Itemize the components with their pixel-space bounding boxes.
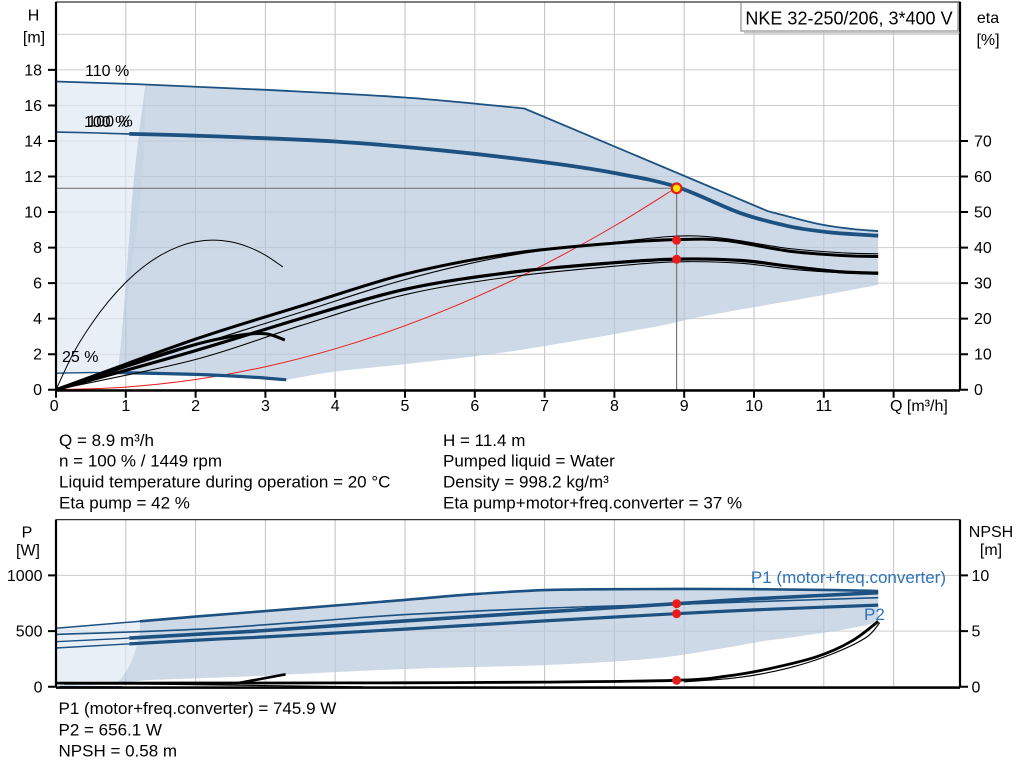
- svg-text:1000: 1000: [7, 568, 43, 585]
- svg-text:10: 10: [24, 205, 42, 222]
- svg-text:7: 7: [540, 398, 549, 415]
- svg-text:0: 0: [972, 679, 981, 696]
- svg-text:50: 50: [974, 205, 992, 222]
- svg-text:[W]: [W]: [16, 543, 40, 560]
- svg-text:0: 0: [50, 398, 59, 415]
- svg-text:6: 6: [470, 398, 479, 415]
- svg-text:5: 5: [972, 624, 981, 641]
- svg-text:0: 0: [974, 382, 983, 399]
- svg-text:2: 2: [191, 398, 200, 415]
- svg-text:H = 11.4 m: H = 11.4 m: [443, 431, 525, 450]
- svg-text:[m]: [m]: [980, 542, 1002, 559]
- svg-text:P1 (motor+freq.converter): P1 (motor+freq.converter): [751, 568, 946, 587]
- svg-text:P1 (motor+freq.converter) = 74: P1 (motor+freq.converter) = 745.9 W: [59, 699, 337, 718]
- svg-text:Q [m³/h]: Q [m³/h]: [890, 398, 948, 415]
- svg-text:70: 70: [974, 134, 992, 151]
- svg-text:100 %: 100 %: [84, 114, 129, 131]
- svg-text:Density = 998.2 kg/m³: Density = 998.2 kg/m³: [443, 473, 609, 492]
- svg-text:20: 20: [974, 311, 992, 328]
- svg-text:10: 10: [745, 398, 763, 415]
- svg-text:NPSH: NPSH: [969, 524, 1013, 541]
- svg-text:60: 60: [974, 169, 992, 186]
- svg-text:4: 4: [331, 398, 340, 415]
- svg-text:8: 8: [610, 398, 619, 415]
- svg-text:30: 30: [974, 276, 992, 293]
- svg-text:[m]: [m]: [23, 30, 45, 47]
- svg-text:10: 10: [974, 347, 992, 364]
- svg-text:0: 0: [33, 382, 42, 399]
- svg-text:100 %: 100 %: [87, 114, 132, 131]
- svg-text:Pumped liquid = Water: Pumped liquid = Water: [443, 452, 615, 471]
- svg-text:18: 18: [24, 62, 42, 79]
- svg-text:25 %: 25 %: [62, 349, 98, 366]
- svg-text:1: 1: [121, 398, 130, 415]
- svg-text:Eta pump+motor+freq.converter: Eta pump+motor+freq.converter = 37 %: [443, 494, 742, 513]
- svg-text:Q = 8.9 m³/h: Q = 8.9 m³/h: [59, 431, 154, 450]
- svg-text:Eta pump = 42 %: Eta pump = 42 %: [59, 494, 190, 513]
- svg-text:6: 6: [33, 276, 42, 293]
- svg-text:NKE 32-250/206, 3*400 V: NKE 32-250/206, 3*400 V: [745, 9, 952, 29]
- svg-text:4: 4: [33, 311, 42, 328]
- svg-text:n = 100 % / 1449 rpm: n = 100 % / 1449 rpm: [59, 452, 222, 471]
- svg-text:3: 3: [261, 398, 270, 415]
- svg-text:eta: eta: [977, 10, 999, 27]
- svg-text:10: 10: [972, 568, 990, 585]
- svg-text:[%]: [%]: [976, 32, 999, 49]
- svg-text:Liquid temperature during oper: Liquid temperature during operation = 20…: [59, 473, 390, 492]
- svg-text:9: 9: [680, 398, 689, 415]
- svg-text:8: 8: [33, 240, 42, 257]
- svg-text:P: P: [22, 525, 33, 542]
- svg-text:11: 11: [815, 398, 832, 415]
- svg-text:12: 12: [24, 169, 42, 186]
- svg-text:NPSH = 0.58 m: NPSH = 0.58 m: [59, 742, 178, 761]
- svg-text:H: H: [28, 8, 40, 25]
- svg-text:14: 14: [24, 134, 42, 151]
- svg-text:P2 = 656.1 W: P2 = 656.1 W: [59, 720, 162, 739]
- svg-text:500: 500: [16, 624, 43, 641]
- svg-text:40: 40: [974, 240, 992, 257]
- svg-text:0: 0: [34, 679, 43, 696]
- svg-text:16: 16: [24, 98, 42, 115]
- svg-text:5: 5: [401, 398, 410, 415]
- svg-text:P2: P2: [864, 605, 885, 624]
- svg-text:2: 2: [33, 347, 42, 364]
- svg-text:110 %: 110 %: [85, 63, 129, 80]
